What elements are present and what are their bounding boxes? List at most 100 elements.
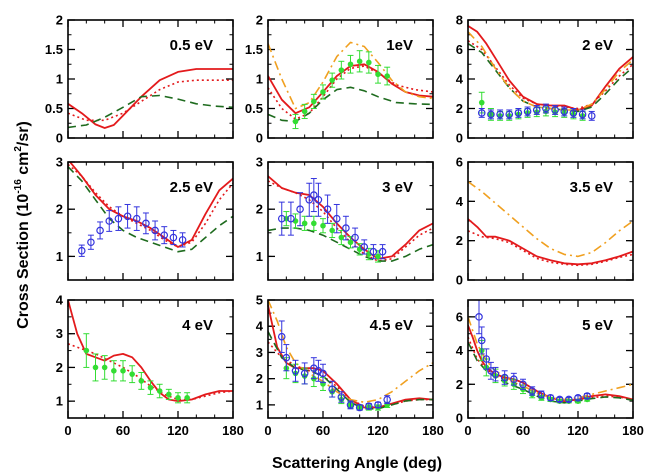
data-point-blue <box>323 205 332 214</box>
data-point-blue <box>583 392 591 400</box>
data-point-blue <box>282 353 291 362</box>
data-point-blue <box>565 395 573 404</box>
y-tick-label: 5 <box>256 293 263 308</box>
panel-title: 5 eV <box>582 317 613 334</box>
curves-layer <box>268 300 433 412</box>
data-point-blue <box>542 104 550 113</box>
y-tick-label: 0 <box>456 411 463 426</box>
chart-panel: 1 2 3 4 5 0 60 120 180 4.5 eV <box>256 293 444 439</box>
data-point-blue <box>523 107 532 116</box>
data-point-blue <box>319 369 327 378</box>
y-tick-label: 8 <box>456 13 463 28</box>
data-point-blue <box>178 236 187 244</box>
data-point-green <box>356 58 363 65</box>
data-point-green <box>184 394 190 401</box>
data-point-green <box>478 99 485 106</box>
curve-solid-red <box>68 162 233 248</box>
y-tick-label: 2 <box>256 202 263 217</box>
y-tick-label: 2 <box>56 202 63 217</box>
y-tick-label: 2 <box>56 360 63 375</box>
data-point-blue <box>587 112 596 120</box>
y-tick-label: 0 <box>256 131 263 146</box>
plot-frame <box>467 299 634 419</box>
data-point-green <box>338 67 345 73</box>
y-axis-label-tail: /sr) <box>15 121 32 146</box>
plot-frame <box>267 299 434 419</box>
data-point-blue <box>151 226 159 235</box>
y-tick-label: 2 <box>456 233 463 248</box>
data-point-green <box>156 388 163 394</box>
data-point-blue <box>514 109 523 117</box>
y-axis-label-exp: -16 <box>13 179 24 194</box>
panel-title: 4 eV <box>182 317 213 334</box>
data-point-blue <box>310 191 318 199</box>
data-point-green <box>120 368 126 374</box>
data-point-blue <box>519 380 527 389</box>
data-point-green <box>92 364 99 371</box>
data-point-green <box>83 347 90 354</box>
panel-grid: 0 0.5 1 1.5 2 0.5 eV 0 0.5 1 1.5 2 1eV 0 2 4 6 8 2 eV 1 2 3 2… <box>45 13 644 439</box>
chart-panel: 1 2 3 3 eV <box>256 155 434 281</box>
data-point-blue <box>346 401 355 409</box>
panel-title: 1eV <box>386 37 413 54</box>
data-point-green <box>129 371 135 377</box>
data-point-blue <box>569 109 578 117</box>
panel-title: 2.5 eV <box>170 179 213 196</box>
data-point-green <box>338 234 345 241</box>
x-tick-label: 0 <box>464 423 471 438</box>
curve-solid-red <box>68 300 233 403</box>
data-point-green <box>301 220 308 227</box>
x-tick-label: 0 <box>64 423 71 438</box>
curve-dotted-red <box>268 180 433 262</box>
curve-dotted-red <box>268 341 433 409</box>
data-point-blue <box>378 247 387 256</box>
y-tick-label: 3 <box>256 155 263 170</box>
data-point-green <box>311 98 317 105</box>
y-tick-label: 6 <box>456 42 463 57</box>
y-tick-label: 1 <box>56 249 63 264</box>
data-point-blue <box>332 214 341 223</box>
y-axis-label-unit: cm <box>15 152 32 180</box>
curve-dotted-red <box>468 40 633 110</box>
data-point-green <box>320 222 326 229</box>
data-point-blue <box>291 366 300 375</box>
y-tick-label: 4 <box>456 194 464 209</box>
y-axis-label: Cross Section (10-16 cm2/sr) <box>13 121 32 329</box>
data-point-blue <box>383 395 391 404</box>
data-point-blue <box>123 212 132 221</box>
data-point-blue <box>132 214 141 223</box>
x-tick-label: 60 <box>316 423 330 438</box>
data-point-blue <box>277 214 286 223</box>
y-tick-label: 3 <box>256 345 263 360</box>
curves-layer <box>268 175 433 263</box>
x-tick-label: 60 <box>116 423 130 438</box>
data-point-green <box>292 118 299 125</box>
data-point-blue <box>374 401 382 409</box>
curve-dotted-red <box>68 79 233 122</box>
data-point-blue <box>537 390 546 399</box>
data-point-green <box>375 71 381 78</box>
curve-dashdot-orange <box>468 181 633 258</box>
curves-layer <box>468 300 633 404</box>
curve-solid-red <box>468 324 633 403</box>
y-tick-label: 2 <box>456 377 463 392</box>
y-tick-label: 1 <box>56 72 63 87</box>
data-point-blue <box>510 375 518 384</box>
data-point-blue <box>500 373 509 382</box>
data-point-green <box>366 59 372 66</box>
data-point-blue <box>314 195 323 204</box>
curves-layer <box>468 181 633 267</box>
data-point-blue <box>277 332 286 341</box>
y-tick-label: 0 <box>56 131 63 146</box>
data-point-blue <box>360 243 369 251</box>
y-tick-label: 2 <box>256 371 263 386</box>
y-tick-label: 1 <box>56 394 63 409</box>
data-point-blue <box>528 387 536 395</box>
data-point-blue <box>482 355 491 363</box>
y-tick-label: 3 <box>56 326 63 341</box>
y-tick-label: 0 <box>456 273 463 288</box>
data-point-blue <box>328 385 336 393</box>
data-point-green <box>347 239 354 246</box>
y-tick-label: 6 <box>456 155 463 170</box>
